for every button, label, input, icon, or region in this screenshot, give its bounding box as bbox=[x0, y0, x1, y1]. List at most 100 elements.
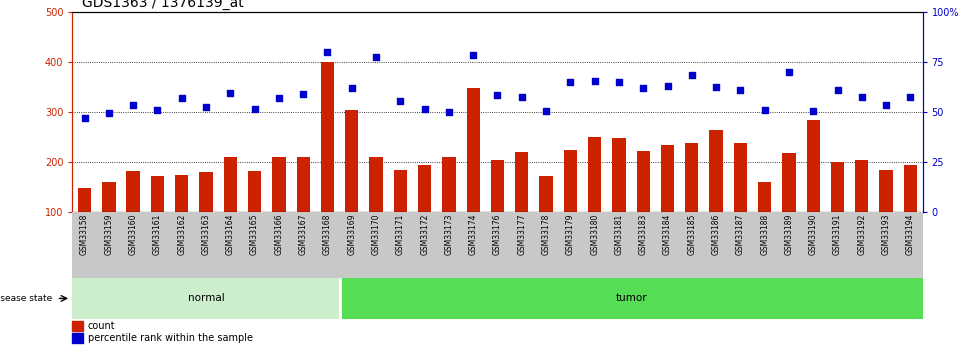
Point bbox=[830, 87, 845, 92]
Bar bbox=[758, 182, 771, 262]
Bar bbox=[297, 157, 310, 262]
Point bbox=[441, 109, 457, 115]
Text: GSM33193: GSM33193 bbox=[882, 214, 891, 255]
Text: normal: normal bbox=[187, 294, 224, 303]
Text: GSM33158: GSM33158 bbox=[80, 214, 89, 255]
Bar bbox=[345, 110, 358, 262]
Bar bbox=[685, 143, 698, 262]
Point bbox=[77, 115, 93, 121]
Bar bbox=[78, 188, 91, 262]
Bar bbox=[102, 182, 116, 262]
Point bbox=[344, 85, 359, 91]
Point bbox=[878, 102, 894, 107]
Point bbox=[538, 108, 554, 114]
Text: GSM33159: GSM33159 bbox=[104, 214, 113, 255]
Point bbox=[732, 87, 748, 92]
Text: GSM33174: GSM33174 bbox=[469, 214, 478, 255]
Text: GSM33172: GSM33172 bbox=[420, 214, 429, 255]
Point bbox=[150, 107, 165, 112]
Point bbox=[757, 107, 773, 112]
Bar bbox=[782, 153, 796, 262]
Bar bbox=[369, 157, 383, 262]
Text: GSM33183: GSM33183 bbox=[639, 214, 648, 255]
Point bbox=[611, 79, 627, 85]
Point bbox=[320, 49, 335, 55]
Text: GSM33190: GSM33190 bbox=[809, 214, 818, 255]
Point bbox=[296, 91, 311, 96]
Point bbox=[101, 110, 117, 116]
Point bbox=[490, 92, 505, 97]
Text: tumor: tumor bbox=[615, 294, 647, 303]
Text: GSM33162: GSM33162 bbox=[177, 214, 186, 255]
Bar bbox=[807, 120, 820, 262]
Text: GSM33181: GSM33181 bbox=[614, 214, 623, 255]
Text: GSM33177: GSM33177 bbox=[517, 214, 526, 255]
Point bbox=[854, 94, 869, 100]
Bar bbox=[175, 175, 188, 262]
Point bbox=[902, 94, 918, 100]
Text: GSM33188: GSM33188 bbox=[760, 214, 769, 255]
Bar bbox=[199, 172, 213, 262]
Point bbox=[417, 106, 433, 111]
Point bbox=[636, 85, 651, 91]
Text: GSM33164: GSM33164 bbox=[226, 214, 235, 255]
Bar bbox=[72, 321, 83, 331]
Point bbox=[222, 90, 238, 96]
Bar bbox=[734, 143, 747, 262]
Text: GDS1363 / 1376139_at: GDS1363 / 1376139_at bbox=[82, 0, 243, 10]
Bar bbox=[491, 160, 504, 262]
Text: GSM33191: GSM33191 bbox=[833, 214, 842, 255]
Bar bbox=[340, 278, 923, 319]
Bar bbox=[612, 138, 626, 262]
Bar bbox=[831, 162, 844, 262]
Point bbox=[587, 78, 603, 83]
Point bbox=[174, 95, 189, 101]
Bar bbox=[467, 88, 480, 262]
Bar bbox=[564, 150, 577, 262]
Bar bbox=[321, 62, 334, 262]
Point bbox=[247, 106, 263, 111]
Point bbox=[514, 94, 529, 100]
Bar bbox=[515, 152, 528, 262]
Bar bbox=[394, 170, 407, 262]
Text: GSM33163: GSM33163 bbox=[202, 214, 211, 255]
Text: GSM33167: GSM33167 bbox=[298, 214, 308, 255]
Text: GSM33179: GSM33179 bbox=[566, 214, 575, 255]
Point bbox=[198, 104, 213, 110]
Bar bbox=[588, 137, 601, 262]
Text: GSM33170: GSM33170 bbox=[372, 214, 381, 255]
Point bbox=[271, 95, 287, 101]
Text: GSM33173: GSM33173 bbox=[444, 214, 453, 255]
Text: count: count bbox=[88, 321, 115, 331]
Text: GSM33171: GSM33171 bbox=[396, 214, 405, 255]
Text: GSM33176: GSM33176 bbox=[493, 214, 502, 255]
Text: GSM33180: GSM33180 bbox=[590, 214, 599, 255]
Bar bbox=[442, 157, 456, 262]
Bar bbox=[224, 157, 237, 262]
Text: GSM33185: GSM33185 bbox=[687, 214, 696, 255]
Bar bbox=[637, 151, 650, 262]
Text: GSM33192: GSM33192 bbox=[857, 214, 867, 255]
Point bbox=[466, 52, 481, 57]
Bar bbox=[248, 171, 261, 262]
Bar bbox=[904, 165, 917, 262]
Bar bbox=[709, 130, 723, 262]
Text: GSM33161: GSM33161 bbox=[153, 214, 162, 255]
Point bbox=[126, 102, 141, 107]
Text: GSM33168: GSM33168 bbox=[323, 214, 332, 255]
Point bbox=[660, 83, 675, 88]
Text: GSM33184: GSM33184 bbox=[663, 214, 672, 255]
Text: GSM33165: GSM33165 bbox=[250, 214, 259, 255]
Bar bbox=[72, 333, 83, 343]
Point bbox=[806, 108, 821, 114]
Text: GSM33186: GSM33186 bbox=[712, 214, 721, 255]
Point bbox=[781, 69, 797, 75]
Text: GSM33166: GSM33166 bbox=[274, 214, 283, 255]
Bar bbox=[418, 165, 431, 262]
Text: GSM33178: GSM33178 bbox=[542, 214, 551, 255]
Bar bbox=[661, 145, 674, 262]
Point bbox=[684, 72, 699, 77]
Text: percentile rank within the sample: percentile rank within the sample bbox=[88, 333, 253, 343]
Bar bbox=[72, 278, 340, 319]
Bar bbox=[879, 170, 893, 262]
